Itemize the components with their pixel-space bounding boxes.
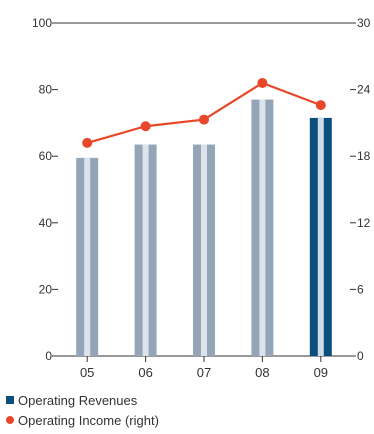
left-tick-label: 60 (39, 149, 53, 163)
income-point (315, 100, 326, 111)
x-tick-label: 08 (255, 365, 269, 380)
income-point (140, 121, 151, 132)
x-tick-label: 06 (138, 365, 152, 380)
right-tick-label: 18 (357, 149, 371, 163)
income-point (199, 114, 209, 125)
legend-item-income: Operating Income (right) (6, 410, 159, 430)
legend-label-revenues: Operating Revenues (18, 392, 138, 408)
left-tick-label: 20 (39, 282, 53, 296)
left-tick-label: 40 (39, 216, 53, 230)
income-line (86, 81, 322, 144)
bar-highlight-stripe (201, 144, 207, 356)
x-tick-label: 07 (197, 365, 211, 380)
legend: Operating Revenues Operating Income (rig… (6, 390, 159, 430)
left-tick-label: 100 (32, 16, 52, 30)
left-tick-label: 80 (39, 83, 53, 97)
right-tick-label: 6 (357, 282, 364, 296)
x-tick-label: 05 (80, 365, 94, 380)
bar-highlight-stripe (84, 157, 91, 356)
right-tick-label: 24 (357, 83, 371, 97)
income-point (82, 137, 93, 148)
left-tick-label: 0 (45, 349, 52, 363)
legend-dot-icon (6, 416, 14, 424)
income-point (257, 77, 268, 88)
legend-square-icon (6, 396, 14, 404)
x-tick-label: 09 (314, 365, 328, 380)
legend-label-income: Operating Income (right) (18, 412, 159, 428)
right-tick-label: 0 (357, 349, 364, 363)
right-tick-label: 30 (357, 16, 371, 30)
legend-item-revenues: Operating Revenues (6, 390, 159, 410)
bar-highlight-stripe (259, 99, 266, 356)
bar-highlight-stripe (142, 144, 149, 356)
right-tick-label: 12 (357, 216, 371, 230)
bar-highlight-stripe (317, 117, 324, 356)
